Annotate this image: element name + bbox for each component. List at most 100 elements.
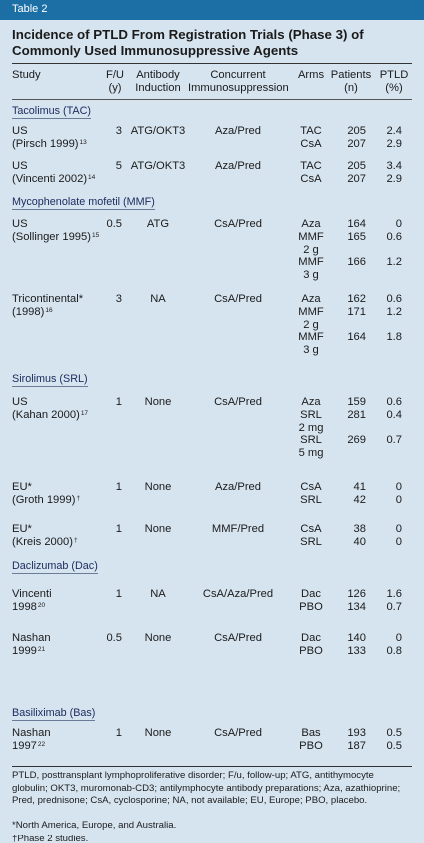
cell-fu: 0.5 (106, 218, 122, 230)
header-study-line: Study (12, 69, 41, 81)
cell-ptld: 1.6 (386, 588, 402, 600)
cell-patients: 165 (347, 230, 366, 243)
cell-arms: 3 g (303, 269, 319, 282)
reference-superscript: 13 (79, 138, 87, 146)
cell-antibody: None (144, 632, 172, 644)
table-bottom-rule (12, 766, 412, 767)
cell-arms: MMF (298, 331, 324, 344)
cell-patients: 171 (347, 305, 366, 318)
study-reference: (1998)16 (12, 306, 100, 319)
study-name: Tricontinental* (12, 293, 84, 305)
header-concurrent: Concurrent Immunosuppression (188, 69, 289, 94)
cell-concurrent: MMF/Pred (211, 523, 265, 535)
section-label: Sirolimus (SRL) (12, 373, 88, 387)
table-title: Incidence of PTLD From Registration Tria… (12, 27, 412, 59)
cell-arms: PBO (299, 600, 323, 613)
cell-ptld: 3.4 (386, 160, 402, 172)
reference-superscript: 21 (37, 645, 46, 653)
cell-arms: 2 mg (298, 421, 324, 434)
table-label: Table 2 (12, 3, 48, 15)
cell-arms: 5 mg (298, 447, 324, 460)
header-bottom-rule (12, 99, 412, 100)
study-name: Vincenti (12, 588, 52, 600)
study-name: US (12, 160, 28, 172)
study-name: Nashan (12, 632, 51, 644)
cell-concurrent: CsA/Pred (214, 218, 262, 230)
header-fu-line: F/U (105, 69, 125, 81)
cell-arms: MMF (298, 256, 324, 269)
study-reference-text: (Kreis 2000) (12, 535, 73, 548)
cell-patients: 207 (347, 172, 366, 185)
cell-patients: 159 (347, 396, 366, 408)
study-cell: Nashan 199921 (12, 632, 100, 657)
study-reference-text: (Sollinger 1995) (12, 230, 91, 243)
cell-ptld: 0 (395, 481, 402, 493)
study-name: EU* (12, 481, 32, 493)
cell-ptld: 0.4 (386, 408, 402, 421)
header-arms-line: Arms (297, 69, 325, 81)
cell-fu: 1 (115, 396, 122, 408)
cell-patients: 38 (353, 523, 366, 535)
study-reference-text: 1998 (12, 600, 37, 613)
cell-arms: SRL (300, 535, 322, 548)
study-cell: US (Vincenti 2002)14 (12, 160, 100, 185)
header-ptld-line: (%) (385, 81, 403, 94)
cell-patients: 42 (353, 493, 366, 506)
cell-arms: 2 g (303, 318, 319, 331)
cell-concurrent: Aza/Pred (214, 481, 262, 493)
study-name: US (12, 396, 28, 408)
cell-ptld: 0 (395, 493, 402, 506)
cell-arms: PBO (299, 739, 323, 752)
cell-arms: SRL (300, 493, 322, 506)
study-cell: US (Kahan 2000)17 (12, 396, 100, 421)
cell-ptld: 1.2 (386, 305, 402, 318)
cell-ptld: 0.7 (386, 600, 402, 613)
cell-concurrent: CsA/Aza/Pred (202, 588, 274, 600)
cell-arms: TAC (300, 160, 322, 172)
header-concurrent-line: Concurrent (210, 69, 266, 81)
cell-ptld: 0 (395, 535, 402, 548)
study-reference: (Sollinger 1995)15 (12, 231, 100, 244)
footnote-abbreviations: PTLD, posttransplant lymphoproliferative… (12, 770, 401, 806)
cell-patients: 187 (347, 739, 366, 752)
cell-patients: 205 (347, 160, 366, 172)
cell-arms: 3 g (303, 344, 319, 357)
header-patients-line: (n) (344, 81, 358, 94)
cell-ptld: 0.7 (386, 434, 402, 447)
reference-superscript: † (73, 536, 78, 544)
cell-arms: PBO (299, 644, 323, 657)
header-ptld: PTLD (%) (376, 69, 412, 94)
cell-ptld: 0.5 (386, 727, 402, 739)
cell-antibody: None (144, 481, 172, 493)
header-ptld-line: PTLD (379, 69, 409, 81)
reference-superscript: 22 (37, 740, 46, 748)
cell-patients: 281 (347, 408, 366, 421)
section-label: Daclizumab (Dac) (12, 560, 98, 574)
table-label-bar: Table 2 (0, 0, 424, 20)
cell-fu: 3 (115, 125, 122, 137)
cell-ptld: 1.8 (386, 331, 402, 344)
reference-superscript: † (76, 494, 81, 502)
cell-arms: SRL (300, 408, 322, 421)
table-title-line: Commonly Used Immunosuppressive Agents (12, 43, 299, 58)
cell-ptld: 2.9 (386, 172, 402, 185)
cell-ptld: 0.6 (386, 293, 402, 305)
cell-antibody: ATG (146, 218, 170, 230)
reference-superscript: 20 (37, 601, 46, 609)
section-label: Basiliximab (Bas) (12, 707, 96, 721)
cell-arms: MMF (298, 305, 324, 318)
footnote-asterisk: *North America, Europe, and Australia. (12, 820, 177, 831)
header-antibody: Antibody Induction (128, 69, 188, 94)
section-label: Mycophenolate mofetil (MMF) (12, 196, 155, 210)
header-antibody-line: Induction (135, 81, 181, 94)
header-patients-line: Patients (330, 69, 372, 81)
study-reference: (Kreis 2000)† (12, 536, 100, 549)
cell-arms: CsA (300, 523, 322, 535)
cell-ptld: 0.8 (386, 644, 402, 657)
study-reference-text: 1999 (12, 644, 37, 657)
cell-concurrent: CsA/Pred (214, 727, 262, 739)
reference-superscript: 15 (91, 231, 100, 239)
cell-antibody: None (144, 727, 172, 739)
cell-antibody: NA (150, 293, 166, 305)
